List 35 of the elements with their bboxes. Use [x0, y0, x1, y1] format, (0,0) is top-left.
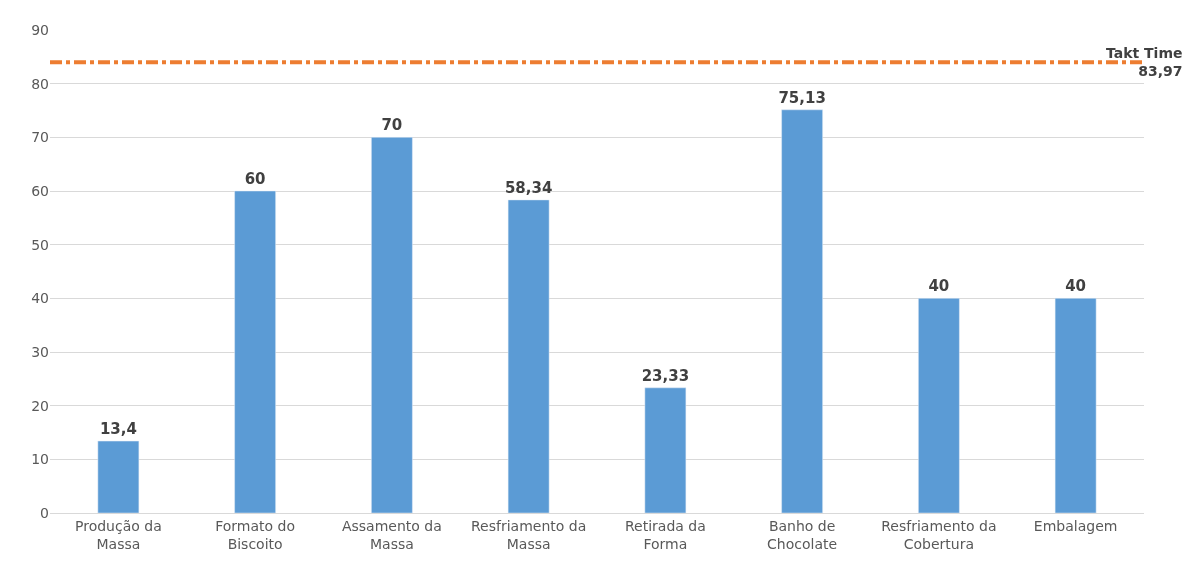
data-label: 70 [381, 116, 403, 135]
y-tick-label: 20 [31, 397, 49, 414]
ref-line-label: Takt Time 83,97 [1106, 45, 1183, 80]
data-label: 60 [244, 170, 266, 188]
bar [371, 137, 413, 513]
x-tick-label: Resfriamento da Cobertura [881, 517, 997, 552]
bar [644, 387, 687, 513]
data-label: 23,33 [641, 366, 690, 385]
bar [507, 199, 550, 513]
y-tick-label: 40 [31, 290, 49, 307]
bar [918, 298, 960, 513]
bar [97, 440, 140, 513]
data-label: 40 [928, 277, 950, 296]
y-tick-label: 70 [31, 129, 49, 146]
data-label: 75,13 [778, 88, 826, 107]
data-label: 58,34 [504, 178, 553, 197]
y-tick-label: 60 [31, 182, 49, 199]
x-tick-label: Assamento da Massa [341, 517, 442, 552]
x-tick-label: Resfriamento da Massa [471, 517, 587, 552]
x-tick-label: Retirada da Forma [624, 517, 706, 552]
x-tick-label: Embalagem [1033, 517, 1118, 534]
bar [234, 190, 276, 513]
y-tick-label: 30 [31, 343, 49, 360]
data-label: 13,4 [99, 420, 137, 439]
y-tick-label: 50 [31, 236, 49, 253]
y-tick-label: 80 [31, 75, 49, 92]
bar [781, 109, 823, 513]
y-tick-label: 0 [40, 504, 49, 521]
x-tick-label: Formato do Biscoito [215, 517, 296, 552]
x-tick-label: Produção da Massa [75, 517, 162, 552]
bar [1054, 298, 1097, 513]
y-tick-label: 10 [31, 451, 49, 468]
x-tick-label: Banho de Chocolate [767, 517, 838, 552]
y-tick-label: 90 [31, 21, 49, 38]
data-label: 40 [1065, 277, 1087, 296]
